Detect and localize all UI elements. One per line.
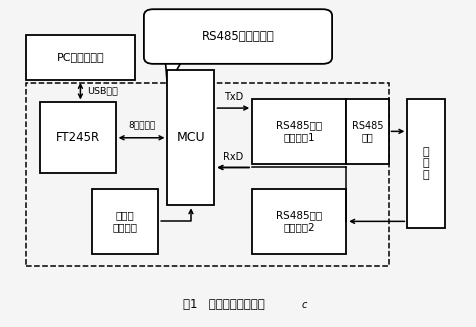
Bar	[407, 99, 445, 228]
Text: MCU: MCU	[177, 131, 205, 144]
Text: USB信号: USB信号	[88, 87, 119, 96]
Bar	[252, 189, 346, 253]
Text: RS485信号模拟器: RS485信号模拟器	[202, 30, 274, 43]
Text: RS485
电平: RS485 电平	[352, 121, 383, 142]
Text: RS485电平
转换电路2: RS485电平 转换电路2	[276, 211, 322, 232]
Text: 图1   信号模拟器总体框: 图1 信号模拟器总体框	[183, 299, 265, 311]
Text: RS485电平
转换电路1: RS485电平 转换电路1	[276, 121, 322, 142]
Bar	[252, 99, 346, 164]
Text: TxD: TxD	[224, 92, 243, 102]
Text: 单片机
复位芯片: 单片机 复位芯片	[113, 211, 138, 232]
Text: RxD: RxD	[223, 152, 243, 162]
Text: 8位并行口: 8位并行口	[128, 121, 155, 130]
Text: FT245R: FT245R	[56, 131, 100, 144]
Text: 采
集
器: 采 集 器	[423, 147, 429, 180]
Text: c: c	[301, 300, 307, 310]
Bar	[26, 35, 135, 80]
Bar	[26, 83, 388, 267]
Text: PC机应用程序: PC机应用程序	[57, 52, 104, 62]
Bar	[346, 99, 388, 164]
FancyBboxPatch shape	[144, 9, 332, 64]
Polygon shape	[165, 58, 184, 86]
Bar	[40, 102, 116, 173]
Bar	[168, 70, 215, 205]
Bar	[92, 189, 158, 253]
